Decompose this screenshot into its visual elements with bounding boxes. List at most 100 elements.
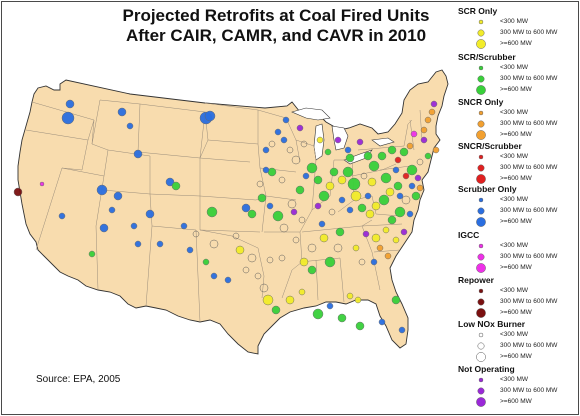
legend-item: <300 MW: [452, 241, 578, 253]
legend-item: 300 MW to 600 MW: [452, 252, 578, 264]
scrubber-only-marker: [266, 202, 274, 210]
source-note: Source: EPA, 2005: [36, 374, 121, 385]
scrubber-only-marker: [338, 196, 346, 204]
legend-marker: [478, 65, 484, 71]
scr-scrubber-marker: [329, 167, 339, 177]
legend-item-label: >=600 MW: [500, 353, 532, 360]
scrubber-only-marker: [96, 184, 108, 196]
scr-only-marker: [325, 181, 335, 191]
low-nox-marker: [360, 172, 368, 180]
scrubber-only-marker: [186, 246, 194, 254]
scr-scrubber-marker: [88, 250, 96, 258]
scr-scrubber-marker: [368, 160, 380, 172]
scr-only-marker: [319, 233, 329, 243]
legend-item-label: >=600 MW: [500, 309, 532, 316]
low-nox-marker: [291, 155, 301, 165]
low-nox-marker: [298, 216, 306, 224]
sncr-only-marker: [424, 116, 432, 124]
legend-item-label: <300 MW: [500, 196, 528, 203]
legend-item: 300 MW to 600 MW: [452, 386, 578, 398]
not-operating-marker: [356, 138, 364, 146]
legend-marker: [478, 197, 484, 203]
legend-marker: [476, 174, 486, 184]
igcc-marker: [410, 130, 418, 138]
scr-scrubber-marker: [271, 305, 281, 315]
scrubber-only-marker: [204, 110, 216, 122]
legend-item-label: >=600 MW: [500, 86, 532, 93]
title-line-2: After CAIR, CAMR, and CAVR in 2010: [125, 26, 427, 45]
scrubber-only-marker: [302, 172, 310, 180]
sncr-scrubber-marker: [402, 172, 410, 180]
legend-item-label: 300 MW to 600 MW: [500, 387, 558, 394]
legend-marker: [478, 332, 484, 338]
scr-scrubber-marker: [324, 256, 336, 268]
us-land: [17, 69, 449, 355]
scrubber-only-marker: [113, 191, 123, 201]
legend-item: <300 MW: [452, 195, 578, 207]
scrubber-only-marker: [224, 276, 232, 284]
legend-marker: [477, 342, 485, 350]
scr-only-marker: [350, 190, 362, 202]
scr-only-marker: [235, 245, 245, 255]
scr-only-marker: [337, 175, 347, 185]
legend-item: >=600 MW: [452, 217, 578, 229]
scr-only-marker: [371, 233, 381, 243]
legend-marker: [477, 387, 485, 395]
scrubber-only-marker: [326, 302, 334, 310]
legend-marker: [476, 130, 486, 140]
scrubber-only-marker: [61, 111, 75, 125]
scrubber-only-marker: [274, 128, 282, 136]
legend-marker: [476, 39, 486, 49]
legend-item-label: <300 MW: [500, 18, 528, 25]
not-operating-marker: [296, 124, 304, 132]
legend-item-label: 300 MW to 600 MW: [500, 75, 558, 82]
sncr-only-marker: [376, 244, 384, 252]
scrubber-only-marker: [280, 136, 288, 144]
scrubber-only-marker: [210, 272, 218, 280]
legend-group-title: SNCR/Scrubber: [458, 141, 522, 151]
not-operating-marker: [414, 174, 422, 182]
scr-only-marker: [382, 226, 390, 234]
legend-group-title: Not Operating: [458, 364, 515, 374]
legend-marker: [476, 308, 486, 318]
legend-item: 300 MW to 600 MW: [452, 74, 578, 86]
scr-scrubber-marker: [391, 295, 401, 305]
scr-scrubber-marker: [342, 166, 354, 178]
legend-item: <300 MW: [452, 63, 578, 75]
scr-scrubber-marker: [272, 210, 284, 222]
legend-item-label: >=600 MW: [500, 218, 532, 225]
scr-scrubber-marker: [406, 164, 418, 176]
scrubber-only-marker: [117, 107, 127, 117]
scr-scrubber-marker: [399, 147, 409, 157]
scr-scrubber-marker: [335, 227, 345, 237]
scrubber-only-marker: [145, 209, 155, 219]
scr-only-marker: [352, 244, 360, 252]
sncr-only-marker: [428, 108, 436, 116]
scrubber-only-marker: [156, 240, 164, 248]
legend-marker: [477, 29, 485, 37]
legend-marker: [478, 377, 484, 383]
legend-item: 300 MW to 600 MW: [452, 341, 578, 353]
legend-item: 300 MW to 600 MW: [452, 163, 578, 175]
legend-marker: [476, 263, 486, 273]
sncr-only-marker: [420, 126, 428, 134]
scr-scrubber-marker: [357, 203, 367, 213]
scrubber-only-marker: [392, 166, 400, 174]
scrubber-only-marker: [398, 326, 406, 334]
legend-item-label: <300 MW: [500, 109, 528, 116]
low-nox-marker: [209, 239, 219, 249]
scr-scrubber-marker: [377, 151, 387, 161]
low-nox-marker: [401, 195, 411, 205]
legend-marker: [476, 85, 486, 95]
scr-scrubber-marker: [202, 258, 210, 266]
legend-marker: [477, 120, 485, 128]
legend-item-label: 300 MW to 600 MW: [500, 29, 558, 36]
low-nox-marker: [192, 230, 200, 238]
legend-item-label: <300 MW: [500, 287, 528, 294]
legend-item-label: >=600 MW: [500, 40, 532, 47]
not-operating-marker: [290, 208, 298, 216]
legend-item: 300 MW to 600 MW: [452, 28, 578, 40]
legend-group-title: Low NOx Burner: [458, 319, 526, 329]
legend-item: >=600 MW: [452, 308, 578, 320]
low-nox-marker: [254, 272, 262, 280]
